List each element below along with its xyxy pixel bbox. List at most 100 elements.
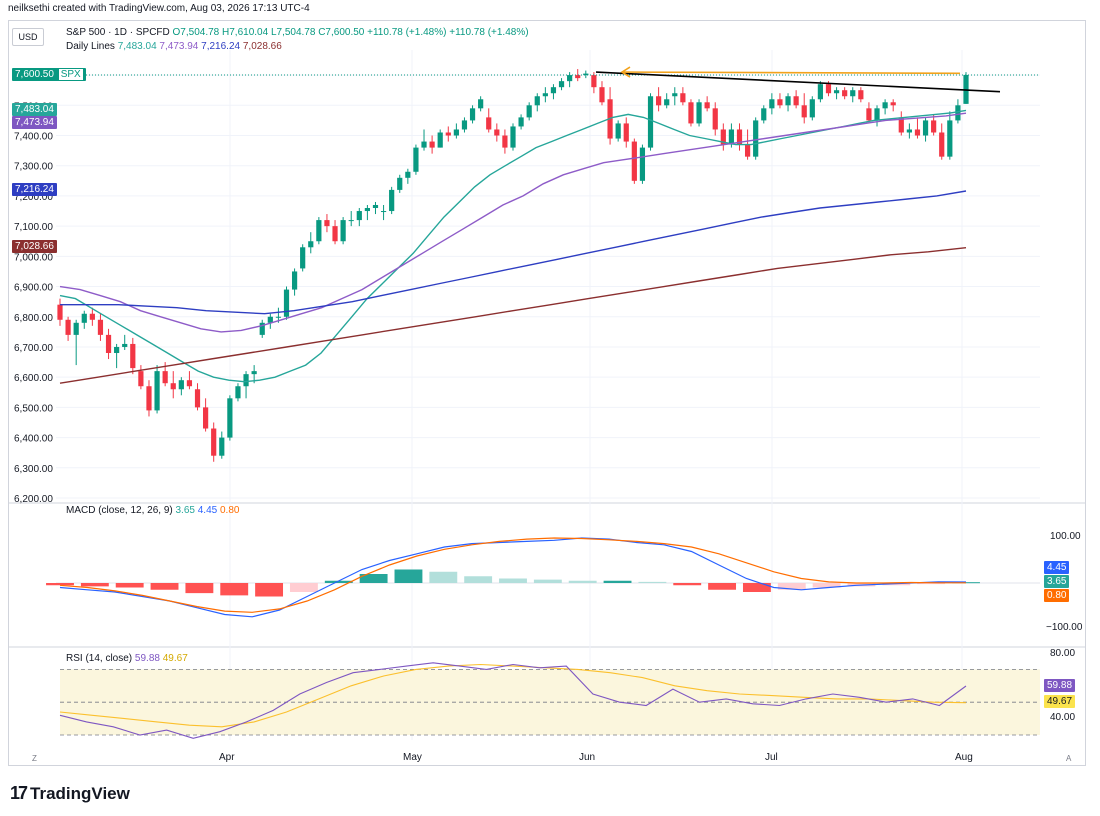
ma50-tag: 7,473.94 bbox=[12, 116, 57, 129]
candle-body bbox=[437, 132, 443, 148]
y-tick-label: 7,300.00 bbox=[14, 162, 53, 173]
candle-body bbox=[753, 120, 759, 157]
candle-body bbox=[154, 371, 160, 411]
candle-body bbox=[939, 132, 945, 157]
macd-hist-bar bbox=[359, 574, 388, 583]
candle-body bbox=[332, 226, 338, 242]
candle-body bbox=[122, 343, 128, 347]
candle-body bbox=[777, 99, 783, 106]
macd-hist-bar bbox=[777, 583, 806, 590]
macd-hist-bar bbox=[150, 583, 179, 590]
y-tick-label: 7,400.00 bbox=[14, 132, 53, 143]
candle-body bbox=[591, 75, 597, 88]
y-tick-label: 6,900.00 bbox=[14, 283, 53, 294]
macd-hist-bar bbox=[46, 583, 74, 586]
candle-body bbox=[372, 204, 379, 209]
candle-body bbox=[534, 96, 540, 106]
candle-body bbox=[639, 147, 646, 181]
candle-body bbox=[219, 437, 225, 456]
currency-button[interactable]: USD bbox=[12, 28, 44, 46]
candle-body bbox=[906, 129, 912, 133]
macd-line bbox=[59, 537, 967, 618]
candle-body bbox=[874, 108, 880, 121]
candle-body bbox=[858, 90, 864, 100]
corner-a: A bbox=[1066, 754, 1072, 763]
rsi-axis-bottom: 40.00 bbox=[1050, 712, 1076, 723]
macd-hist-bar bbox=[80, 583, 109, 587]
macd-hist-bar bbox=[638, 581, 667, 583]
candle-body bbox=[631, 141, 637, 181]
ma50-value: 7,473.94 bbox=[159, 41, 199, 52]
candle-body bbox=[922, 120, 929, 136]
candle-body bbox=[809, 99, 815, 118]
trend-line bbox=[595, 71, 1001, 93]
y-tick-label: 6,200.00 bbox=[14, 494, 53, 505]
candle-body bbox=[469, 108, 476, 121]
candle-body bbox=[114, 346, 120, 354]
rsi-axis-top: 80.00 bbox=[1050, 648, 1076, 659]
ma200-tag: 7,028.66 bbox=[12, 240, 57, 253]
candle-body bbox=[898, 117, 904, 133]
macd-legend: MACD (close, 12, 26, 9) 3.65 4.45 0.80 bbox=[66, 505, 239, 516]
candle-body bbox=[712, 108, 718, 130]
x-label-apr: Apr bbox=[219, 752, 235, 763]
candle-body bbox=[736, 129, 743, 145]
ma50-line bbox=[59, 112, 967, 333]
candle-body bbox=[550, 87, 557, 94]
candle-body bbox=[615, 123, 621, 139]
macd-hist-bar bbox=[464, 576, 493, 583]
candle-body bbox=[146, 386, 152, 411]
candle-body bbox=[291, 271, 298, 290]
candle-body bbox=[275, 316, 282, 318]
ma100-value: 7,216.24 bbox=[201, 41, 241, 52]
macd-hist-tag: 3.65 bbox=[1044, 575, 1070, 588]
chart-credit: neilksethi created with TradingView.com,… bbox=[8, 3, 310, 14]
rsi-ma-value: 49.67 bbox=[162, 653, 188, 664]
rsi-value: 59.88 bbox=[134, 653, 160, 664]
macd-hist-bar bbox=[742, 583, 771, 592]
candle-body bbox=[850, 90, 856, 97]
candle-body bbox=[696, 102, 702, 124]
y-tick-label: 6,600.00 bbox=[14, 373, 53, 384]
x-label-jun: Jun bbox=[579, 752, 596, 763]
macd-axis-bottom: −100.00 bbox=[1046, 622, 1083, 633]
candle-body bbox=[267, 316, 273, 323]
candle-body bbox=[890, 102, 896, 106]
y-tick-label: 7,000.00 bbox=[14, 252, 53, 263]
x-label-may: May bbox=[403, 752, 422, 763]
last-price-symbol: SPX bbox=[58, 69, 83, 80]
candle-body bbox=[567, 75, 573, 82]
candle-body bbox=[243, 374, 249, 387]
candle-body bbox=[785, 96, 791, 106]
candle-body bbox=[664, 99, 670, 106]
macd-hist-bar bbox=[115, 583, 144, 588]
candle-body bbox=[389, 189, 395, 212]
candle-body bbox=[324, 220, 330, 227]
candle-body bbox=[542, 93, 548, 97]
macd-line-value: 4.45 bbox=[197, 505, 218, 516]
candle-body bbox=[583, 73, 589, 76]
macd-hist-value: 3.65 bbox=[175, 505, 195, 516]
candle-body bbox=[882, 102, 888, 109]
ma200-line bbox=[59, 247, 967, 384]
candle-body bbox=[65, 319, 71, 335]
macd-hist-bar bbox=[812, 583, 841, 588]
candle-body bbox=[162, 371, 168, 384]
candle-body bbox=[680, 93, 686, 103]
macd-hist-bar bbox=[220, 583, 249, 596]
ma20-tag: 7,483.04 bbox=[12, 103, 57, 116]
macd-hist-bar bbox=[324, 580, 353, 583]
y-tick-label: 6,500.00 bbox=[14, 403, 53, 414]
candle-body bbox=[413, 147, 419, 172]
candle-body bbox=[259, 322, 265, 335]
candle-body bbox=[340, 220, 346, 242]
ma20-value: 7,483.04 bbox=[117, 41, 157, 52]
arrow-annotation bbox=[621, 71, 961, 75]
candle-body bbox=[283, 289, 290, 317]
candle-body bbox=[397, 177, 403, 190]
candle-body bbox=[316, 220, 322, 242]
candle-body bbox=[300, 247, 306, 269]
candle-body bbox=[728, 129, 735, 145]
candle-body bbox=[380, 211, 387, 213]
